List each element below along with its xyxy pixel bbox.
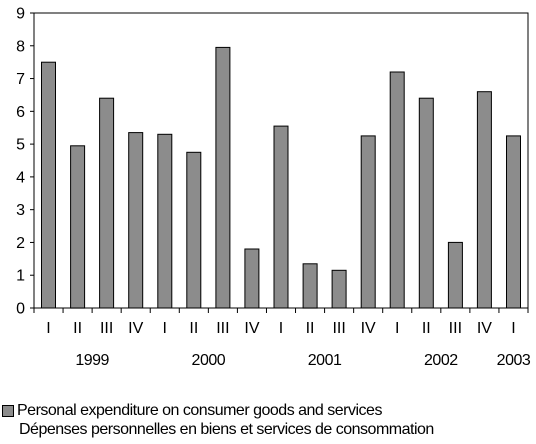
y-axis: 0 1 2 3 4 5 6 7 8 9 bbox=[16, 6, 529, 318]
bar bbox=[70, 145, 86, 309]
x-tick-label-quarter: IV bbox=[244, 320, 259, 337]
legend-swatch bbox=[2, 404, 14, 417]
y-tick-label: 3 bbox=[16, 202, 25, 219]
legend-label-french: Dépenses personnelles en biens et servic… bbox=[19, 421, 434, 438]
bar bbox=[128, 132, 144, 309]
y-tick-label: 7 bbox=[16, 71, 25, 88]
bar bbox=[186, 151, 202, 309]
x-tick-label-quarter: III bbox=[216, 320, 229, 337]
bar bbox=[273, 125, 289, 309]
y-tick-label: 8 bbox=[16, 38, 25, 55]
legend-label-english: Personal expenditure on consumer goods a… bbox=[17, 402, 382, 419]
bar bbox=[418, 97, 434, 309]
bar bbox=[302, 263, 318, 309]
x-tick-label-year: 2003 bbox=[497, 352, 531, 369]
bar bbox=[360, 135, 376, 309]
bar bbox=[244, 248, 260, 309]
x-tick-label-quarter: II bbox=[189, 320, 198, 337]
x-tick-label-quarter: I bbox=[46, 320, 50, 337]
x-tick-label-quarter: I bbox=[163, 320, 167, 337]
y-tick-label: 5 bbox=[16, 137, 25, 154]
y-tick-label: 1 bbox=[16, 268, 25, 285]
bar bbox=[506, 135, 521, 309]
bar bbox=[215, 46, 231, 309]
x-tick-label-quarter: II bbox=[306, 320, 315, 337]
x-tick-label-year: 1999 bbox=[75, 352, 109, 369]
x-tick-label-quarter: II bbox=[73, 320, 82, 337]
x-tick-label-year: 2000 bbox=[192, 352, 226, 369]
x-tick-label-quarter: IV bbox=[477, 320, 492, 337]
bars bbox=[41, 46, 521, 309]
x-tick-label-quarter: III bbox=[100, 320, 113, 337]
plot-frame bbox=[33, 12, 529, 309]
y-tick-label: 9 bbox=[16, 6, 25, 23]
y-tick-label: 2 bbox=[16, 235, 25, 252]
x-tick-label-quarter: I bbox=[279, 320, 283, 337]
x-tick-label-year: 2001 bbox=[308, 352, 342, 369]
legend: Personal expenditure on consumer goods a… bbox=[2, 401, 434, 439]
y-tick-label: 4 bbox=[16, 169, 25, 186]
bar bbox=[447, 241, 463, 309]
x-tick-label-quarter: I bbox=[395, 320, 399, 337]
x-tick-label-quarter: III bbox=[449, 320, 462, 337]
bar bbox=[41, 61, 56, 309]
x-tick-label-year: 2002 bbox=[424, 352, 458, 369]
x-tick-label-quarter: IV bbox=[361, 320, 376, 337]
y-tick-label: 0 bbox=[16, 301, 25, 318]
bar bbox=[99, 97, 115, 309]
y-tick-label: 6 bbox=[16, 104, 25, 121]
x-tick-label-quarter: II bbox=[422, 320, 431, 337]
bar bbox=[476, 91, 492, 309]
bar bbox=[157, 133, 173, 309]
bar bbox=[331, 269, 347, 309]
bar bbox=[389, 71, 405, 309]
x-tick-label-quarter: III bbox=[332, 320, 345, 337]
x-tick-label-quarter: I bbox=[511, 320, 515, 337]
x-tick-label-quarter: IV bbox=[128, 320, 143, 337]
